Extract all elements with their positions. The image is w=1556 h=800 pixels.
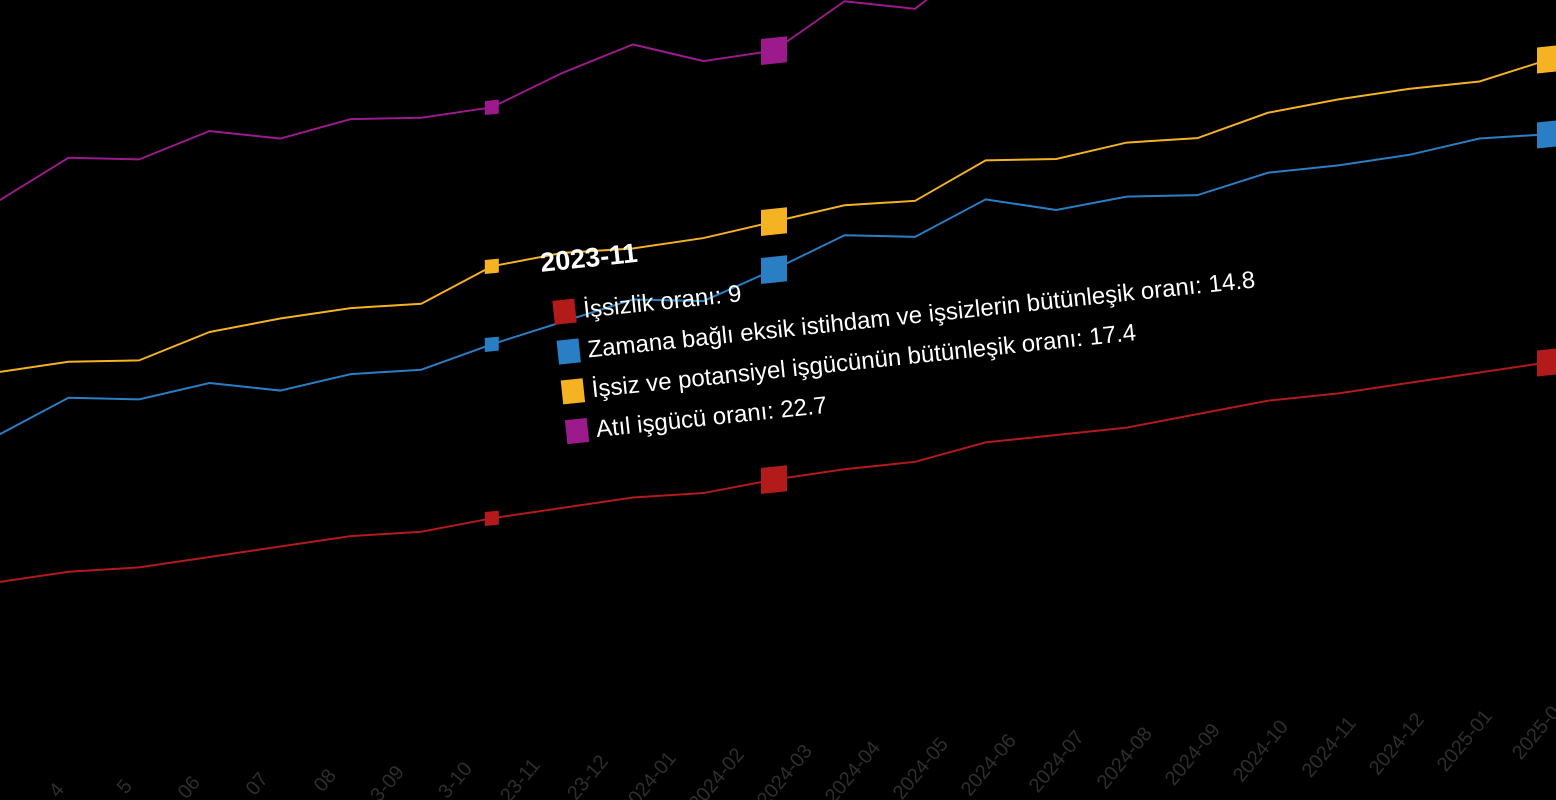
x-tick-label: 2025-01 — [1433, 706, 1497, 776]
point-marker-1-2024-03[interactable] — [761, 465, 787, 495]
x-tick-label: 2024-10 — [1229, 716, 1293, 786]
x-tick-label: 2024-05 — [889, 734, 953, 800]
x-tick-label: 23-11 — [496, 755, 545, 800]
point-marker-3-2023-11[interactable] — [484, 258, 499, 275]
point-marker-1-2023-11[interactable] — [484, 510, 499, 527]
x-tick-label: 2025-0 — [1508, 702, 1556, 764]
tooltip-swatch — [556, 338, 581, 365]
point-marker-4-2024-03[interactable] — [761, 36, 787, 66]
tooltip-item-label: Atıl işgücü oranı: 22.7 — [595, 392, 829, 443]
point-marker-4-2023-11[interactable] — [484, 99, 499, 116]
point-marker-3-2024-03[interactable] — [761, 207, 787, 237]
x-tick-label: 2024-09 — [1161, 720, 1225, 790]
plot-area — [0, 0, 1556, 584]
tooltip-swatch — [552, 298, 577, 325]
x-tick-label: 2024-01 — [617, 748, 681, 800]
x-tick-label: 2024-06 — [957, 730, 1021, 800]
x-tick-label: 07 — [242, 769, 273, 800]
point-marker-2-2025-02[interactable] — [1537, 119, 1556, 149]
x-tick-label: 2024-11 — [1298, 713, 1361, 782]
x-tick-label: 5 — [113, 776, 137, 799]
tooltip-title: 2023-11 — [539, 238, 639, 278]
point-marker-2-2024-03[interactable] — [761, 255, 787, 285]
x-tick-label: 2024-12 — [1365, 709, 1429, 779]
x-axis: 4 5 06 07 08 3-09 3-10 23-11 23-12 2024-01 2024-02… — [45, 702, 1556, 800]
x-tick-label: 3-10 — [434, 758, 477, 800]
x-tick-label: 2024-08 — [1093, 723, 1157, 793]
x-tick-label: 2024-02 — [685, 744, 749, 800]
x-tick-label: 2024-03 — [753, 741, 817, 800]
tooltip-item-label: İşsizlik oranı: 9 — [582, 280, 743, 323]
tooltip-swatch — [564, 417, 590, 445]
x-tick-label: 4 — [45, 779, 69, 800]
x-tick-label: 23-12 — [563, 751, 613, 800]
series-line-4[interactable] — [0, 0, 1551, 203]
tooltip-swatch — [560, 378, 586, 405]
point-marker-2-2023-11[interactable] — [484, 336, 499, 353]
x-tick-label: 06 — [174, 772, 205, 800]
x-tick-label: 08 — [310, 765, 341, 796]
x-tick-label: 2024-07 — [1025, 727, 1089, 797]
x-tick-label: 2024-04 — [821, 737, 885, 800]
point-marker-3-2025-02[interactable] — [1537, 44, 1556, 74]
x-tick-label: 3-09 — [366, 762, 409, 800]
point-marker-1-2025-02[interactable] — [1537, 347, 1556, 377]
series-line-2[interactable] — [0, 131, 1551, 437]
